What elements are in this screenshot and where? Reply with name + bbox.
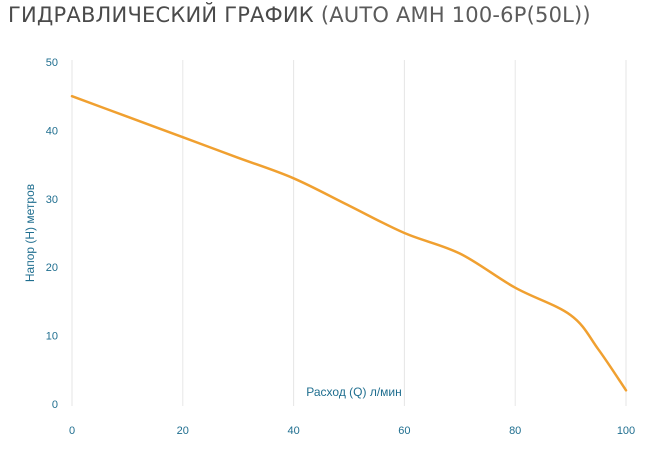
y-tick-label: 0 — [52, 399, 58, 411]
x-tick-labels: 0 20 40 60 80 100 — [69, 425, 635, 437]
y-tick-label: 50 — [46, 57, 58, 69]
series-line — [70, 94, 628, 392]
grid-lines — [71, 60, 627, 406]
x-tick-label: 80 — [509, 425, 521, 437]
y-tick-label: 10 — [46, 331, 58, 343]
y-tick-label: 40 — [46, 125, 58, 137]
series-layer — [70, 94, 628, 392]
y-axis-label: Напор (H) метров — [23, 184, 37, 282]
x-tick-label: 40 — [287, 425, 299, 437]
y-tick-label: 30 — [46, 194, 58, 206]
x-tick-label: 0 — [69, 425, 75, 437]
chart-title-main: ГИДРАВЛИЧЕСКИЙ ГРАФИК — [8, 3, 314, 27]
x-tick-label: 20 — [177, 425, 189, 437]
x-axis-label: Расход (Q) л/мин — [306, 385, 401, 399]
chart-title-model: (AUTO AMH 100-6P(50L)) — [320, 3, 591, 27]
x-tick-label: 60 — [398, 425, 410, 437]
y-tick-labels: 0 10 20 30 40 50 — [46, 57, 58, 411]
chart-title: ГИДРАВЛИЧЕСКИЙ ГРАФИК (AUTO AMH 100-6P(5… — [8, 3, 591, 27]
x-tick-label: 100 — [617, 425, 635, 437]
y-tick-label: 20 — [46, 262, 58, 274]
